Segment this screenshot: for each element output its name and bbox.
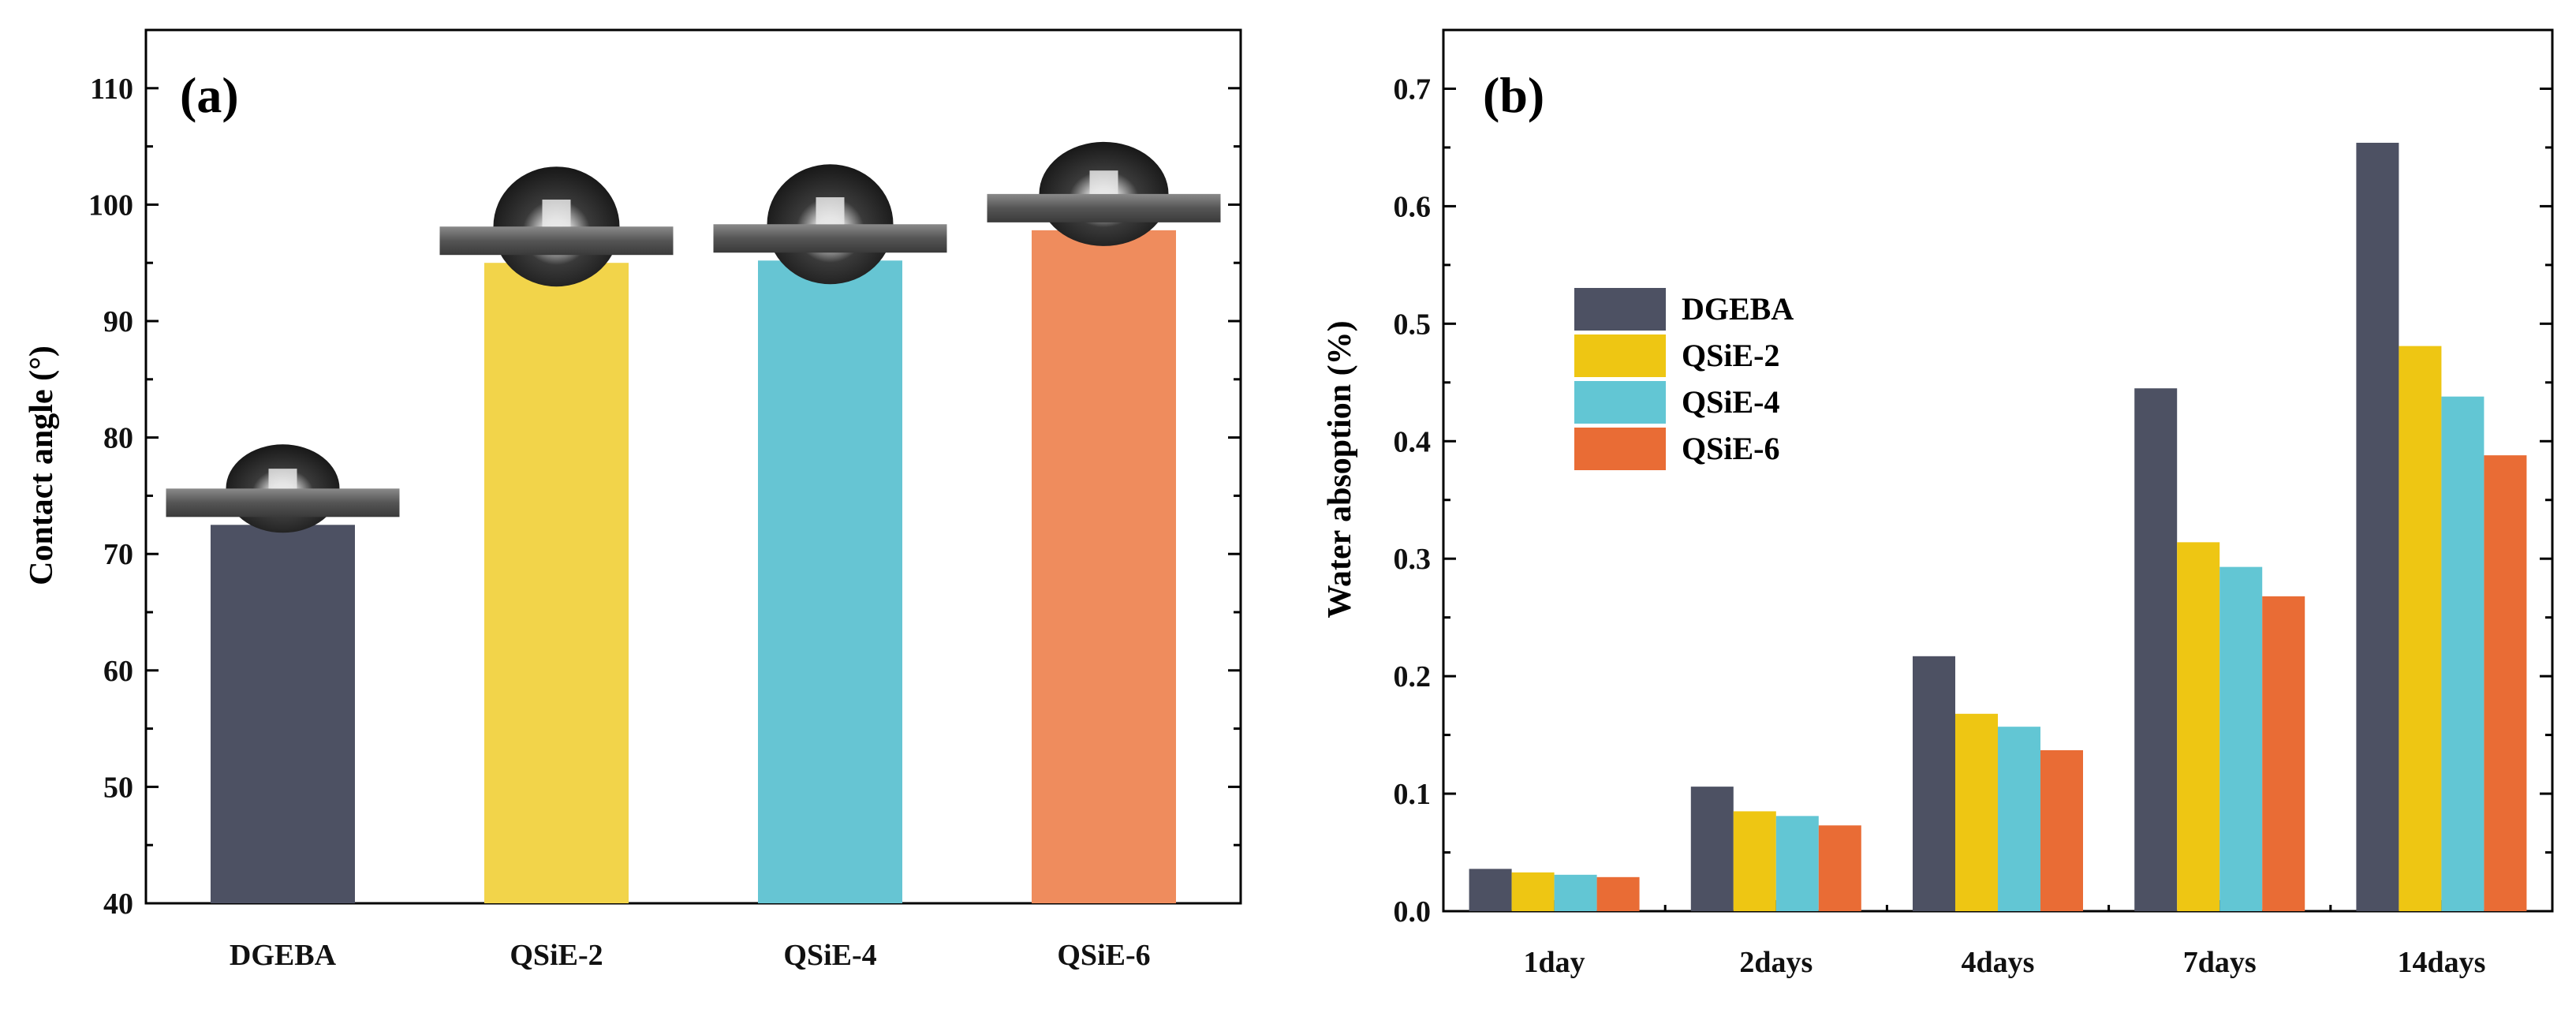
bar-qsie-6-7days bbox=[2262, 596, 2305, 911]
y-tick-label: 80 bbox=[103, 422, 133, 455]
bar-qsie-6-4days bbox=[2040, 749, 2083, 911]
bar-qsie-4-4days bbox=[1998, 727, 2040, 911]
y-tick-label: 0.3 bbox=[1394, 543, 1432, 576]
bar-qsie-2 bbox=[484, 263, 629, 903]
bar-dgeba-2days bbox=[1690, 787, 1734, 911]
bar-qsie-2-7days bbox=[2177, 542, 2220, 911]
panel-a-bars bbox=[211, 230, 1176, 903]
substrate-image bbox=[987, 193, 1221, 222]
x-tick-label: 2days bbox=[1739, 946, 1813, 979]
y-tick-label: 0.0 bbox=[1394, 895, 1432, 929]
x-tick-label: QSiE-4 bbox=[783, 939, 876, 972]
panel-b-bars bbox=[1469, 142, 2527, 911]
legend-label-qsie-2: QSiE-2 bbox=[1682, 338, 1779, 373]
bar-dgeba-4days bbox=[1913, 656, 1955, 911]
bar-qsie-2-14days bbox=[2399, 346, 2442, 911]
bar-qsie-2-1day bbox=[1511, 872, 1555, 911]
x-tick-label: 7days bbox=[2183, 946, 2257, 979]
panel-a-x-ticks: DGEBA QSiE-2 QSiE-4 QSiE-6 bbox=[230, 892, 1151, 972]
droplet-highlight bbox=[1089, 170, 1118, 194]
substrate-image bbox=[166, 488, 400, 518]
y-tick-label: 110 bbox=[90, 73, 133, 106]
y-tick-label: 90 bbox=[103, 305, 133, 338]
y-tick-label: 0.4 bbox=[1394, 425, 1432, 458]
y-tick-label: 0.2 bbox=[1394, 660, 1432, 693]
bar-qsie-4-1day bbox=[1554, 874, 1597, 911]
bar-qsie-2-4days bbox=[1955, 713, 1998, 911]
y-tick-label: 70 bbox=[103, 538, 133, 571]
y-tick-label: 0.1 bbox=[1394, 778, 1432, 811]
panel-b-legend: DGEBA QSiE-2 QSiE-4 QSiE-6 bbox=[1574, 288, 1794, 470]
legend-swatch-dgeba bbox=[1574, 288, 1666, 331]
bar-qsie-6-1day bbox=[1596, 876, 1640, 911]
x-tick-label: DGEBA bbox=[230, 939, 337, 972]
bar-dgeba-14days bbox=[2356, 142, 2399, 911]
legend-swatch-qsie-2 bbox=[1574, 334, 1666, 377]
panel-a-y-axis-title: Contact angle (°) bbox=[24, 346, 60, 585]
substrate-image bbox=[439, 226, 674, 256]
y-tick-label: 100 bbox=[88, 189, 133, 222]
bar-qsie-4-7days bbox=[2219, 566, 2263, 911]
x-tick-label: 1day bbox=[1524, 946, 1585, 979]
y-tick-label: 40 bbox=[103, 888, 133, 921]
bar-qsie-6-2days bbox=[1818, 825, 1861, 911]
bar-qsie-4-14days bbox=[2441, 396, 2485, 911]
y-tick-label: 0.6 bbox=[1394, 190, 1432, 223]
droplet-highlight bbox=[542, 200, 571, 227]
droplet-highlight bbox=[816, 197, 845, 225]
x-tick-label: 14days bbox=[2397, 946, 2485, 979]
legend-label-qsie-6: QSiE-6 bbox=[1682, 431, 1779, 466]
bar-qsie-4 bbox=[758, 260, 902, 903]
bar-qsie-6-14days bbox=[2484, 455, 2527, 911]
y-tick-label: 60 bbox=[103, 655, 133, 688]
panel-b-y-ticks: 0.0 0.1 0.2 0.3 0.4 0.5 0.6 0.7 bbox=[1394, 73, 2552, 929]
substrate-image bbox=[713, 224, 947, 253]
panel-b-y-axis-title: Water absoption (%) bbox=[1322, 320, 1358, 618]
panel-a-label: (a) bbox=[180, 67, 239, 123]
bar-dgeba-1day bbox=[1469, 869, 1512, 911]
x-tick-label: QSiE-6 bbox=[1057, 939, 1150, 972]
bar-qsie-4-2days bbox=[1775, 816, 1819, 911]
x-tick-label: QSiE-2 bbox=[510, 939, 603, 972]
y-tick-label: 50 bbox=[103, 771, 133, 804]
panel-a-contact-angle-chart: 40 50 60 70 80 90 100 110 DGEBA QSiE-2 QSiE-4 QSiE… bbox=[24, 28, 1242, 972]
y-tick-label: 0.5 bbox=[1394, 308, 1432, 341]
legend-label-dgeba: DGEBA bbox=[1682, 291, 1794, 327]
bar-dgeba-7days bbox=[2134, 388, 2178, 911]
bar-qsie-2-2days bbox=[1733, 811, 1776, 911]
panel-a-y-ticks: 40 50 60 70 80 90 100 110 bbox=[88, 73, 1241, 921]
panel-b-water-absorption-chart: 0.0 0.1 0.2 0.3 0.4 0.5 0.6 0.7 1day 2days 4days 7… bbox=[1322, 28, 2554, 979]
legend-swatch-qsie-4 bbox=[1574, 381, 1666, 424]
panel-b-x-ticks: 1day 2days 4days 7days 14days bbox=[1524, 900, 2485, 979]
y-tick-label: 0.7 bbox=[1394, 73, 1432, 106]
droplet-highlight bbox=[268, 469, 297, 489]
panel-a-frame bbox=[144, 28, 1242, 905]
x-tick-label: 4days bbox=[1962, 946, 2035, 979]
legend-swatch-qsie-6 bbox=[1574, 428, 1666, 470]
panel-a-droplet-images bbox=[166, 141, 1221, 533]
panel-b-label: (b) bbox=[1483, 67, 1544, 123]
bar-qsie-6 bbox=[1032, 230, 1176, 903]
bar-dgeba bbox=[211, 525, 355, 903]
legend-label-qsie-4: QSiE-4 bbox=[1682, 384, 1779, 420]
